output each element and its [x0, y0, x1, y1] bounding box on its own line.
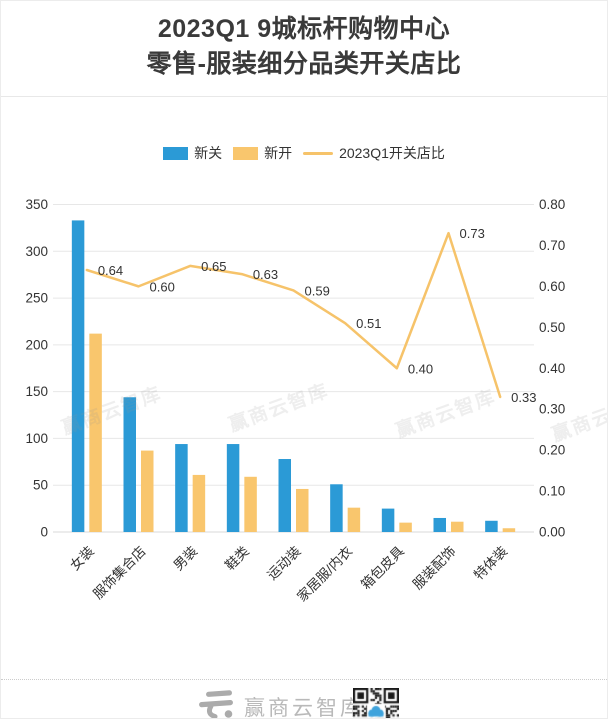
svg-text:服饰集合店: 服饰集合店 — [90, 544, 148, 602]
svg-text:特体装: 特体装 — [471, 544, 510, 583]
svg-text:男装: 男装 — [171, 544, 201, 574]
ratio-line — [85, 231, 502, 399]
svg-text:0.59: 0.59 — [305, 283, 330, 298]
svg-text:50: 50 — [33, 478, 48, 493]
svg-text:300: 300 — [25, 244, 48, 259]
legend-label-closed: 新关 — [194, 145, 223, 161]
svg-text:0.51: 0.51 — [356, 316, 381, 331]
bars-closed — [71, 220, 498, 532]
svg-text:0.40: 0.40 — [539, 361, 565, 376]
legend-label-ratio: 2023Q1开关店比 — [339, 145, 445, 161]
svg-text:0.60: 0.60 — [150, 279, 175, 294]
axis-left: 0 50 100 150 200 250 300 350 — [25, 197, 48, 540]
svg-text:鞋类: 鞋类 — [222, 544, 252, 574]
svg-text:0.33: 0.33 — [511, 390, 536, 405]
svg-text:0: 0 — [40, 525, 48, 540]
svg-text:0.80: 0.80 — [539, 197, 565, 212]
brand-cloud-logo-icon — [199, 690, 233, 718]
chart-area: 赢商云智库 赢商云智库 赢商云智库 赢商云智库 0 50 100 150 200 250 3… — [1, 171, 607, 656]
svg-text:0.63: 0.63 — [253, 267, 278, 282]
svg-text:0.65: 0.65 — [201, 259, 226, 274]
footer: 赢商云智库 — [1, 679, 607, 718]
svg-text:0.73: 0.73 — [460, 226, 485, 241]
svg-text:箱包皮具: 箱包皮具 — [358, 544, 407, 593]
legend-item-ratio: 2023Q1开关店比 — [303, 143, 445, 163]
svg-text:0.60: 0.60 — [539, 279, 565, 294]
svg-text:250: 250 — [25, 291, 48, 306]
brand-name: 赢商云智库 — [244, 697, 364, 719]
svg-text:运动装: 运动装 — [264, 544, 303, 583]
svg-text:0.30: 0.30 — [539, 402, 565, 417]
svg-text:女装: 女装 — [67, 543, 97, 573]
qr-code — [353, 688, 399, 718]
svg-text:0.10: 0.10 — [539, 484, 565, 499]
svg-text:0.70: 0.70 — [539, 238, 565, 253]
svg-text:200: 200 — [25, 337, 48, 352]
svg-text:0.64: 0.64 — [98, 263, 123, 278]
chart-title-line2: 零售-服装细分品类开关店比 — [146, 50, 462, 78]
axis-right: 0.00 0.10 0.20 0.30 0.40 0.50 0.60 0.70 0.80 — [539, 197, 565, 540]
chart-legend: 新关 新开 2023Q1开关店比 — [1, 140, 607, 166]
svg-text:家居服/内衣: 家居服/内衣 — [294, 542, 356, 604]
chart-header: 2023Q1 9城标杆购物中心 零售-服装细分品类开关店比 — [1, 1, 607, 97]
legend-swatch-opened — [233, 146, 259, 160]
chart-title-line1: 2023Q1 9城标杆购物中心 — [157, 15, 451, 43]
legend-swatch-closed — [163, 146, 189, 160]
legend-item-opened: 新开 — [233, 143, 292, 163]
combo-chart-canvas: 0 50 100 150 200 250 300 350 0.00 0.10 0.20 0.30 0.4… — [25, 197, 565, 605]
svg-text:0.50: 0.50 — [539, 320, 565, 335]
legend-label-opened: 新开 — [264, 145, 293, 161]
svg-text:150: 150 — [25, 384, 48, 399]
bars-opened — [89, 333, 516, 532]
ratio-labels: 0.64 0.60 0.65 0.63 0.59 0.51 0.40 0.73 0.33 — [98, 226, 537, 405]
svg-text:0.20: 0.20 — [539, 443, 565, 458]
svg-text:350: 350 — [25, 197, 48, 212]
svg-text:100: 100 — [25, 431, 48, 446]
legend-swatch-ratio-line — [303, 151, 334, 155]
svg-text:服装配饰: 服装配饰 — [410, 544, 459, 593]
svg-text:0.00: 0.00 — [539, 525, 565, 540]
svg-text:0.40: 0.40 — [408, 361, 433, 376]
legend-item-closed: 新关 — [163, 143, 222, 163]
